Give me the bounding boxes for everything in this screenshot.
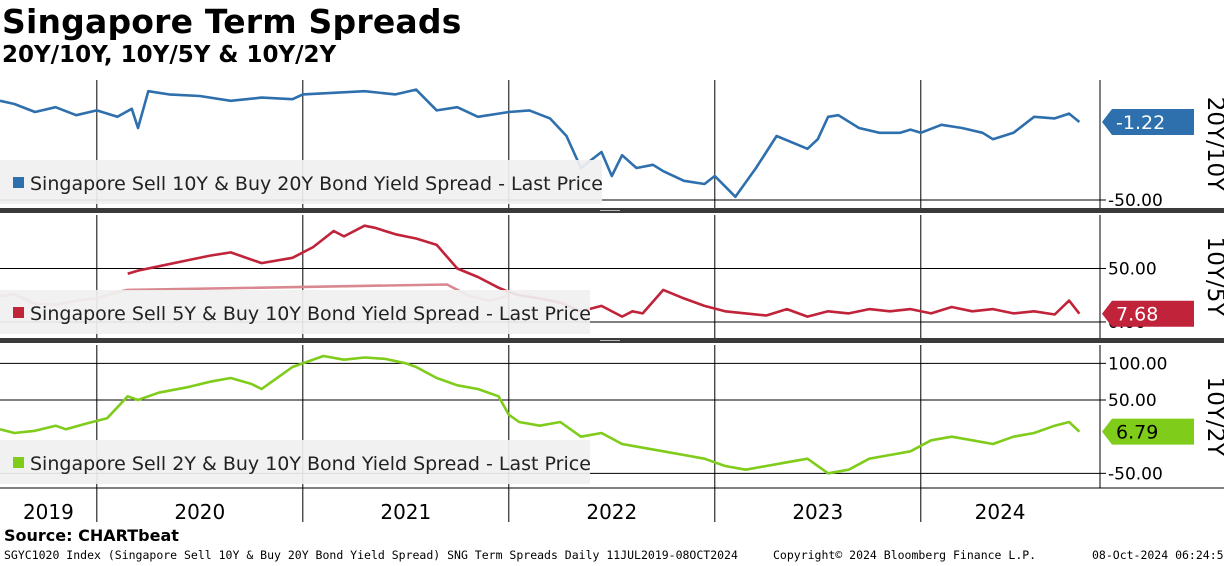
legend-box [0,440,590,484]
x-tick-label: 2021 [380,500,431,524]
y-tick-label: 100.00 [1108,354,1167,374]
legend-label: Singapore Sell 2Y & Buy 10Y Bond Yield S… [30,453,591,475]
legend-swatch [13,457,24,468]
y-tick-label: 50.00 [1108,391,1157,411]
y-tick-label: -50.00 [1108,191,1163,211]
legend-box [0,290,590,334]
last-value-flag [1102,418,1194,445]
legend-label: Singapore Sell 10Y & Buy 20Y Bond Yield … [30,173,603,195]
timestamp: 08-Oct-2024 06:24:51 [1092,548,1224,562]
legend-swatch [13,307,24,318]
ticker-info: SGYC1020 Index (Singapore Sell 10Y & Buy… [4,548,738,562]
last-value-label: 7.68 [1116,304,1158,326]
x-tick-label: 2023 [792,500,843,524]
chart-subtitle: 20Y/10Y, 10Y/5Y & 10Y/2Y [2,42,337,68]
legend-box [0,160,602,204]
panel-label: 10Y/5Y [1202,237,1224,318]
panel-label: 20Y/10Y [1202,97,1224,192]
series-line-1-1 [0,88,1081,199]
legend-swatch [13,177,24,188]
last-value-flag [1102,108,1194,135]
chart-title: Singapore Term Spreads [2,2,462,41]
x-tick-label: 2020 [174,500,225,524]
y-tick-label: 50.00 [1108,259,1157,279]
y-tick-label: -50.00 [1108,464,1163,484]
series-line-2-2 [127,224,1081,318]
panel-label: 10Y/2Y [1202,377,1224,458]
source-label: Source: CHARTbeat [4,526,179,545]
last-value-label: -1.22 [1116,112,1165,134]
copyright-notice: Copyright© 2024 Bloomberg Finance L.P. [773,548,1037,562]
legend-label: Singapore Sell 5Y & Buy 10Y Bond Yield S… [30,303,591,325]
last-value-flag [1102,300,1194,327]
x-tick-label: 2022 [586,500,637,524]
series-line-3-1 [0,354,1081,475]
x-tick-label: 2019 [23,500,74,524]
last-value-label: 6.79 [1116,422,1158,444]
x-tick-label: 2024 [975,500,1026,524]
